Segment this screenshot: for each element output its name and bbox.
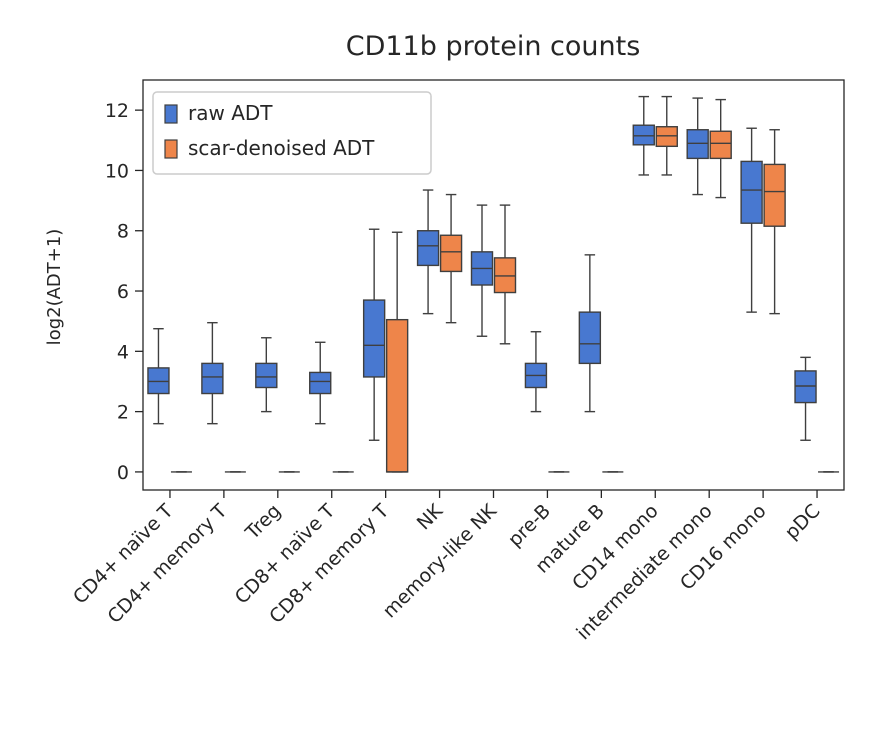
box-denoised-9: [655, 95, 678, 176]
box-raw-11: [740, 127, 763, 313]
box-denoised-10: [709, 98, 732, 199]
box-denoised-5: [439, 193, 463, 324]
legend: raw ADT scar-denoised ADT: [152, 91, 432, 175]
box-body: [147, 367, 170, 395]
box-body: [385, 318, 409, 473]
y-tick-label: 2: [117, 402, 129, 424]
y-tick-label: 8: [117, 221, 129, 243]
box-raw-8: [578, 254, 602, 413]
box-body: [362, 299, 386, 378]
box-body: [686, 129, 709, 160]
box-raw-7: [524, 331, 548, 413]
box-body: [309, 371, 332, 395]
legend-frame: [152, 91, 432, 175]
box-body: [439, 234, 463, 273]
box-series-layer: [147, 95, 840, 473]
legend-label-1: scar-denoised ADT: [188, 136, 375, 160]
x-tick-label: pre-B: [504, 500, 555, 551]
box-body: [740, 160, 763, 224]
box-raw-10: [686, 97, 709, 196]
box-raw-6: [470, 204, 494, 337]
box-body: [655, 126, 678, 148]
legend-swatch-0: [164, 104, 178, 124]
y-tick-label: 6: [117, 281, 129, 303]
box-body: [493, 257, 517, 294]
chart-title: CD11b protein counts: [346, 31, 641, 62]
y-axis: 0 2 4 6 8 10 12: [105, 100, 143, 484]
x-tick-label: NK: [413, 500, 448, 535]
box-raw-0: [147, 328, 170, 425]
box-body: [763, 163, 786, 227]
x-tick-label: pDC: [781, 500, 825, 544]
legend-swatch-1: [164, 139, 178, 159]
box-body: [416, 230, 440, 267]
box-raw-2: [255, 337, 278, 413]
box-body: [255, 362, 278, 389]
y-axis-label: log2(ADT+1): [44, 229, 65, 346]
box-body: [709, 130, 732, 160]
box-raw-3: [309, 341, 332, 425]
box-raw-1: [201, 321, 224, 425]
box-body: [632, 124, 655, 146]
box-body: [578, 311, 602, 365]
box-raw-4: [362, 228, 386, 441]
box-raw-5: [416, 189, 440, 315]
legend-label-0: raw ADT: [188, 101, 273, 125]
y-tick-label: 0: [117, 462, 129, 484]
y-tick-label: 10: [105, 160, 129, 182]
box-raw-9: [632, 95, 655, 176]
box-denoised-11: [763, 129, 786, 315]
box-body: [201, 362, 224, 395]
box-raw-12: [794, 356, 817, 441]
x-tick-label: Treg: [241, 500, 286, 545]
box-body: [794, 370, 817, 404]
y-tick-label: 12: [105, 100, 129, 122]
box-denoised-6: [493, 204, 517, 345]
plot-frame: [142, 79, 845, 491]
box-denoised-4: [385, 231, 409, 473]
y-tick-label: 4: [117, 341, 129, 363]
